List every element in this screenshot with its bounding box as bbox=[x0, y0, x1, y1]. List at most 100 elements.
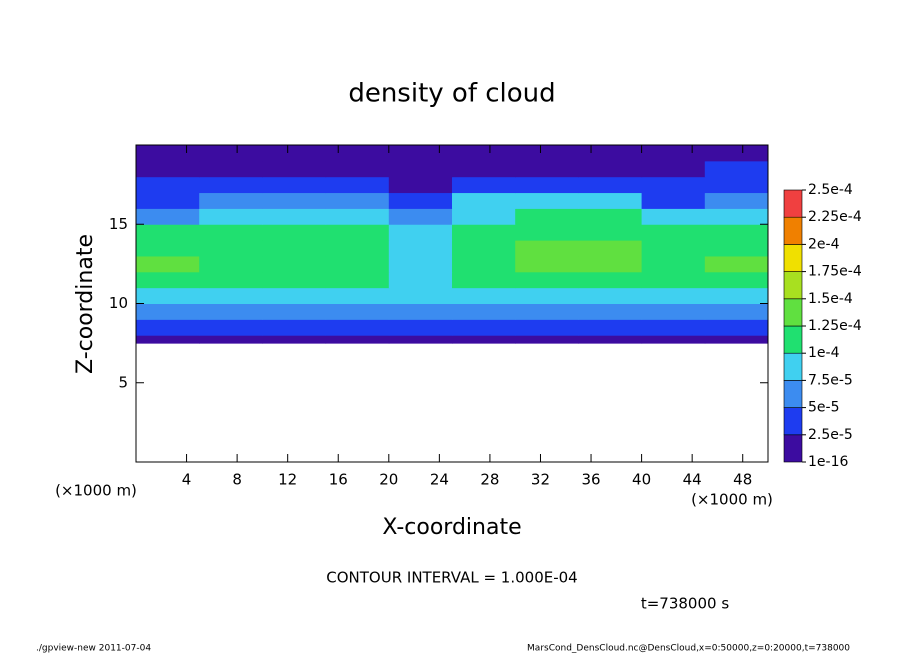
colorbar-box bbox=[783, 434, 803, 463]
cell bbox=[641, 176, 706, 194]
cell bbox=[578, 160, 643, 178]
cell bbox=[641, 303, 706, 320]
cell bbox=[262, 160, 327, 178]
cell bbox=[262, 240, 327, 257]
cell bbox=[388, 240, 453, 257]
cell bbox=[136, 145, 200, 162]
cell bbox=[704, 287, 769, 304]
cell bbox=[641, 192, 706, 209]
cell bbox=[515, 160, 579, 178]
cell bbox=[388, 145, 453, 162]
cell bbox=[199, 208, 263, 225]
colorbar-label: 2.5e-4 bbox=[808, 182, 853, 198]
colorbar-label: 1.75e-4 bbox=[808, 264, 862, 280]
cell bbox=[641, 208, 706, 225]
cell bbox=[199, 335, 263, 344]
cell bbox=[704, 319, 769, 336]
cell bbox=[641, 287, 706, 304]
cell bbox=[325, 208, 390, 225]
cell bbox=[641, 240, 706, 257]
cell bbox=[704, 224, 769, 241]
x-tick-label: 16 bbox=[329, 471, 348, 489]
colorbar-label: 1.5e-4 bbox=[808, 291, 853, 307]
cell bbox=[452, 176, 516, 194]
cell bbox=[325, 192, 390, 209]
cell bbox=[136, 160, 200, 178]
cell bbox=[578, 224, 643, 241]
cell bbox=[578, 319, 643, 336]
colorbar-box bbox=[783, 189, 803, 218]
cell bbox=[262, 271, 327, 289]
cell bbox=[704, 192, 769, 209]
cell bbox=[325, 287, 390, 304]
colorbar-label: 2.25e-4 bbox=[808, 209, 862, 225]
cell bbox=[325, 319, 390, 336]
cell bbox=[641, 319, 706, 336]
cell bbox=[515, 208, 579, 225]
cell bbox=[199, 319, 263, 336]
colorbar-box bbox=[783, 244, 803, 272]
colorbar-label: 1e-4 bbox=[808, 345, 840, 361]
cell bbox=[578, 335, 643, 344]
cell bbox=[136, 208, 200, 225]
cell bbox=[515, 176, 579, 194]
cell bbox=[388, 335, 453, 344]
cell bbox=[578, 176, 643, 194]
cell bbox=[136, 335, 200, 344]
cell bbox=[641, 271, 706, 289]
cell bbox=[704, 160, 769, 178]
cell bbox=[199, 287, 263, 304]
cell bbox=[388, 224, 453, 241]
colorbar-label: 5e-5 bbox=[808, 400, 839, 416]
x-tick-label: 20 bbox=[379, 471, 398, 489]
cell bbox=[199, 271, 263, 289]
x-tick-label: 48 bbox=[733, 471, 752, 489]
cell bbox=[515, 240, 579, 257]
cell bbox=[452, 319, 516, 336]
y-axis-label: Z-coordinate bbox=[73, 234, 98, 374]
cell bbox=[262, 335, 327, 344]
cell bbox=[452, 160, 516, 178]
x-tick-label: 44 bbox=[683, 471, 702, 489]
cell bbox=[452, 145, 516, 162]
colorbar-label: 1.25e-4 bbox=[808, 318, 862, 334]
cell bbox=[452, 271, 516, 289]
cell bbox=[704, 240, 769, 257]
cell bbox=[325, 255, 390, 273]
colorbar-label: 1e-16 bbox=[808, 454, 848, 470]
cell bbox=[325, 240, 390, 257]
footer-right: MarsCond_DensCloud.nc@DensCloud,x=0:5000… bbox=[527, 644, 850, 654]
cell bbox=[262, 303, 327, 320]
x-tick-label: 28 bbox=[480, 471, 499, 489]
cell bbox=[515, 335, 579, 344]
x-tick-label: 40 bbox=[632, 471, 651, 489]
x-tick-label: 12 bbox=[278, 471, 297, 489]
colorbar-box bbox=[783, 325, 803, 354]
cell bbox=[515, 319, 579, 336]
x-tick-label: 4 bbox=[182, 471, 192, 489]
cell bbox=[452, 208, 516, 225]
cell bbox=[388, 271, 453, 289]
time-note: t=738000 s bbox=[641, 595, 729, 613]
cell bbox=[262, 319, 327, 336]
cell bbox=[262, 145, 327, 162]
cell bbox=[199, 160, 263, 178]
cell bbox=[641, 145, 706, 162]
chart-title: density of cloud bbox=[348, 79, 555, 109]
cell bbox=[325, 335, 390, 344]
cell bbox=[452, 303, 516, 320]
y-tick-label: 15 bbox=[109, 215, 128, 233]
cell bbox=[262, 192, 327, 209]
cell bbox=[136, 240, 200, 257]
colorbar-box bbox=[783, 380, 803, 408]
cell bbox=[515, 224, 579, 241]
cell bbox=[641, 224, 706, 241]
cell bbox=[325, 160, 390, 178]
colorbar-box bbox=[783, 216, 803, 245]
cell bbox=[136, 271, 200, 289]
cell bbox=[136, 255, 200, 273]
cell bbox=[578, 303, 643, 320]
colorbar-box bbox=[783, 352, 803, 381]
x-tick-label: 32 bbox=[531, 471, 550, 489]
